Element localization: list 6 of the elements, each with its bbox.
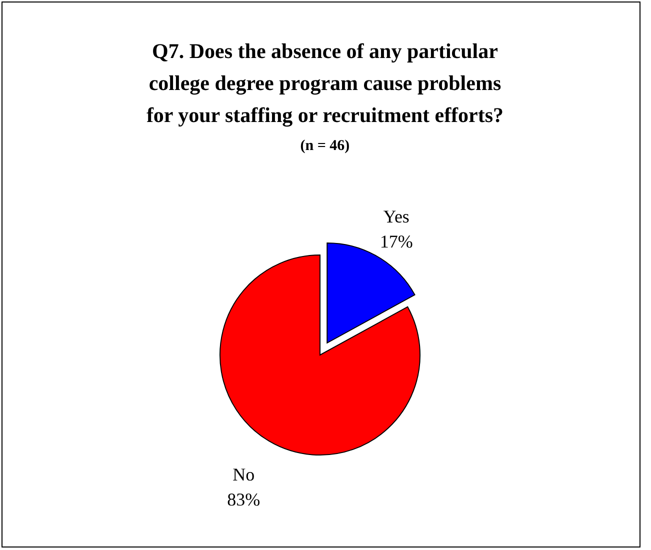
slice-label: Yes <box>383 206 410 226</box>
chart-title: Q7. Does the absence of any particular college degree program cause problems for your staffing or recruitment efforts? <box>146 39 504 127</box>
slice-label: No <box>232 464 255 485</box>
chart-subtitle: (n = 46) <box>300 138 350 154</box>
data-label: 83% <box>227 490 260 510</box>
data-label: 17% <box>380 231 413 252</box>
